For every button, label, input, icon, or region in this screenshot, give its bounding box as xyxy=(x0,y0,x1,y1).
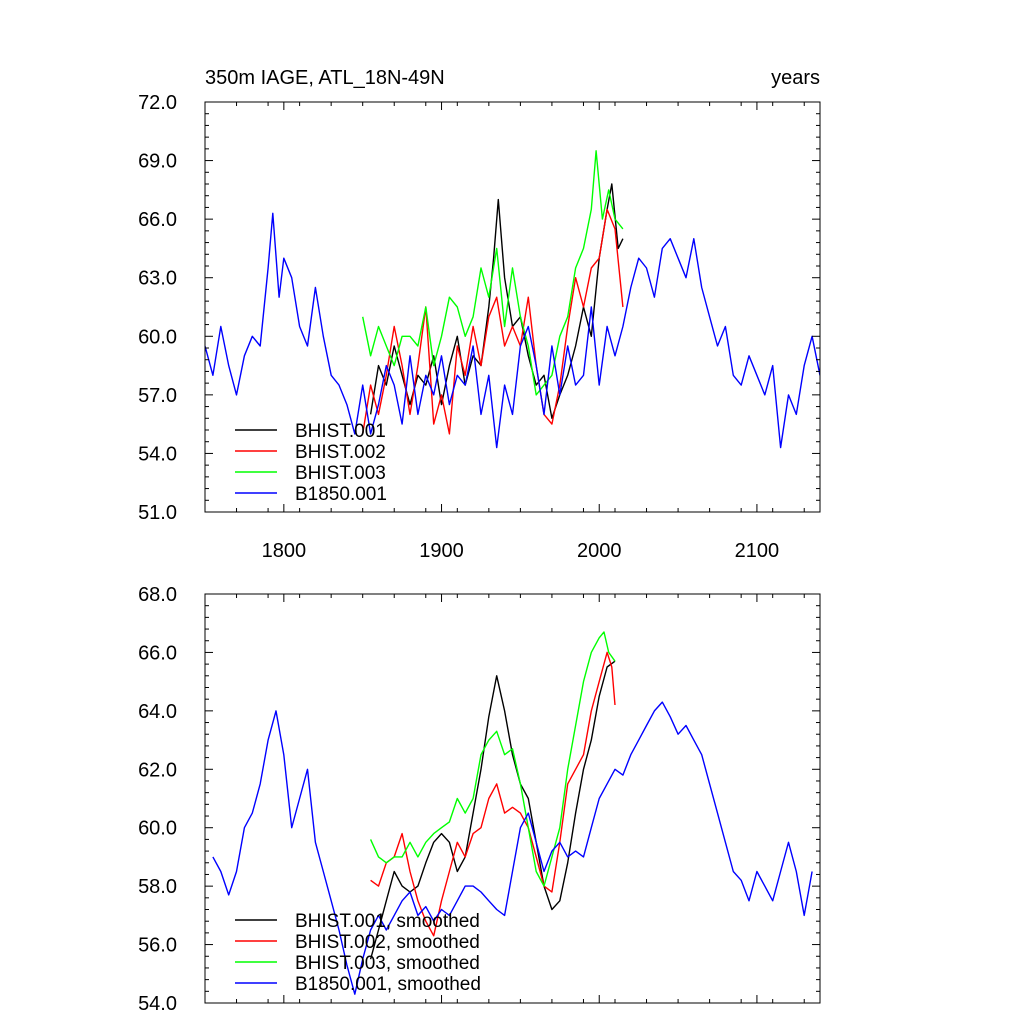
y-tick-label: 72.0 xyxy=(138,92,177,114)
x-tick-label: 2000 xyxy=(577,540,622,562)
legend-label: BHIST.001 xyxy=(295,421,386,442)
y-tick-label: 64.0 xyxy=(138,701,177,723)
legend-label: BHIST.002 xyxy=(295,442,386,463)
plot-frame xyxy=(204,101,821,513)
legend-label: BHIST.003, smoothed xyxy=(295,953,480,974)
y-tick-label: 69.0 xyxy=(138,151,177,173)
legend-label: BHIST.002, smoothed xyxy=(295,932,480,953)
y-tick-label: 58.0 xyxy=(138,876,177,898)
chart-units-label: years xyxy=(771,67,820,89)
series-line-b1850-001 xyxy=(205,212,820,449)
series-line-bhist-003-smoothed xyxy=(369,631,616,887)
y-tick-label: 54.0 xyxy=(138,993,177,1015)
y-tick-label: 68.0 xyxy=(138,584,177,606)
x-tick-label: 2100 xyxy=(735,540,780,562)
y-tick-label: 66.0 xyxy=(138,642,177,664)
y-tick-label: 62.0 xyxy=(138,759,177,781)
panel-bottom: 54.0 56.0 58.0 60.0 62.0 64.0 66.0 68.0 BHIST.00… xyxy=(138,584,821,1015)
y-tick-label: 60.0 xyxy=(138,326,177,348)
series-line-bhist-003 xyxy=(362,150,624,396)
series-group xyxy=(205,150,820,449)
y-tick-label: 57.0 xyxy=(138,385,177,407)
y-tick-label: 60.0 xyxy=(138,818,177,840)
legend-label: BHIST.001, smoothed xyxy=(295,911,480,932)
y-tick-label: 66.0 xyxy=(138,209,177,231)
plot-frame xyxy=(204,593,821,1004)
panel-top: 51.0 54.0 57.0 60.0 63.0 66.0 69.0 72.0 1800 1900… xyxy=(138,67,821,562)
y-tick-label: 56.0 xyxy=(138,935,177,957)
y-tick-label: 63.0 xyxy=(138,268,177,290)
x-tick-label: 1800 xyxy=(262,540,307,562)
chart-title: 350m IAGE, ATL_18N-49N xyxy=(205,67,445,89)
series-line-b1850-001-smoothed xyxy=(212,701,813,995)
legend-label: BHIST.003 xyxy=(295,463,386,484)
x-tick-label: 1900 xyxy=(419,540,464,562)
series-line-bhist-001-smoothed xyxy=(369,660,616,960)
legend-label: B1850.001, smoothed xyxy=(295,974,481,995)
y-tick-label: 51.0 xyxy=(138,502,177,524)
series-group xyxy=(212,631,813,995)
y-tick-label: 54.0 xyxy=(138,443,177,465)
legend-label: B1850.001 xyxy=(295,484,387,505)
series-line-bhist-002-smoothed xyxy=(370,651,616,937)
